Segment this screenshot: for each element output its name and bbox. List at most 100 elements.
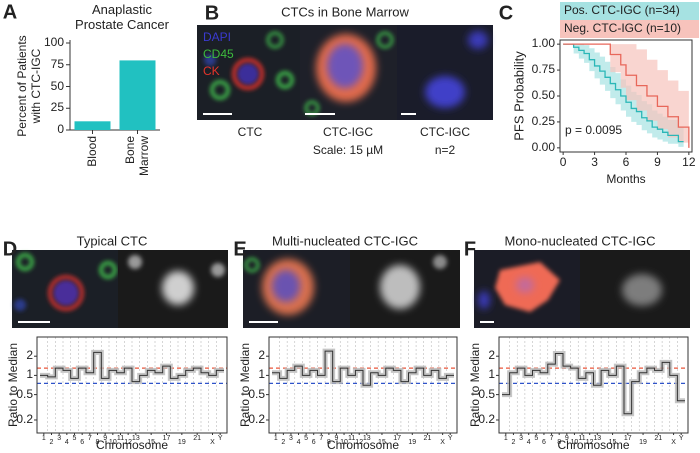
plot-frame [36,336,228,434]
x-tick-label: 1 [41,434,46,442]
image-caption: Scale: 15 µM [312,143,384,158]
x-tick-label: 3 [519,434,524,442]
y-tick-label: 0.50 [531,88,555,103]
y-tick-label: 0.5 [478,386,495,401]
y-axis-label: Ratio to Median [468,342,483,428]
x-tick-label: 9 [103,434,108,442]
x-tick-label: 8 [95,438,100,446]
x-tick-label: 5 [304,434,309,442]
x-tick-label: 17 [623,434,632,442]
image-caption: n=2 [434,143,456,158]
x-axis-label: Months [606,172,646,187]
y-tick-label: 0.00 [531,139,555,154]
x-tick-label: 5 [72,434,77,442]
x-tick-label: Y [447,434,453,442]
legend-swatch [560,2,699,20]
copy-number-line [502,353,685,415]
x-tick-label: 10 [108,438,117,446]
y-axis-label: Ratio to Median [238,342,253,428]
x-tick-label: 13 [593,434,602,442]
x-tick-label: 17 [162,434,171,442]
stain-label: CD45 [203,47,234,62]
bar [74,121,111,130]
x-tick-label: 9 [334,434,339,442]
y-axis-label: Ratio to Median [6,342,21,428]
x-tick-label: 12 [585,438,594,446]
x-tick-label: 19 [639,438,647,446]
plot-frame [498,336,689,434]
x-tick-label: 11 [347,434,356,442]
y-tick-label: 0.2 [478,412,495,427]
panel-letter: F [463,238,477,261]
x-tick-label: 10 [570,438,579,446]
panel-title: Multi-nucleated CTC-IGC [272,233,418,249]
x-tick-label: 21 [654,434,663,442]
panel-title: Typical CTC [76,233,148,249]
y-tick-label: 100 [43,35,64,50]
x-tick-label: 12 [682,155,696,170]
y-tick-label: 1 [258,367,265,382]
x-axis-label: Chromosome [95,438,169,453]
x-tick-label: 6 [311,438,316,446]
panel-title: CTCs in Bone Marrow [281,4,409,20]
x-tick-label: X [671,438,676,446]
y-tick-label: 0.2 [16,412,33,427]
x-tick-label: 11 [116,434,125,442]
x-tick-label: 21 [423,434,432,442]
x-tick-label: 6 [541,438,546,446]
x-tick-label: 19 [408,438,417,446]
stain-label: CK [203,64,220,79]
x-tick-label: 4 [64,438,69,446]
x-tick-label: 1 [273,434,278,442]
micrograph-mono [474,250,690,328]
x-tick-label: 12 [124,438,133,446]
x-tick-label: 8 [557,438,562,446]
y-tick-label: 50 [50,78,64,93]
x-tick-label: 15 [608,438,617,446]
p-value: p = 0.0095 [565,123,623,138]
x-tick-label: 3 [57,434,62,442]
panel-letter: A [2,1,18,24]
x-tick-label: 4 [296,438,301,446]
chart-title: Anaplastic Prostate Cancer [75,2,169,32]
y-tick-label: 2 [488,348,495,363]
x-tick-label: X [440,438,445,446]
panel-title: Mono-nucleated CTC-IGC [504,233,656,249]
y-tick-label: 0.25 [531,114,555,129]
y-tick-label: 0 [57,122,64,137]
x-tick-label: 7 [319,434,324,442]
micrograph-typical [12,250,228,328]
survival-line [563,43,690,148]
micrograph-ctc-igc-2 [397,25,493,120]
x-tick-label: 10 [340,438,348,446]
x-tick-label: 2 [281,438,286,446]
stain-label: DAPI [203,30,232,45]
plot-frame [268,336,458,434]
x-tick-label: 15 [378,438,386,446]
y-tick-label: 1 [26,367,33,382]
x-tick-label: 2 [511,438,516,446]
x-tick-label: 12 [355,438,364,446]
y-tick-label: 25 [50,100,64,115]
x-tick-label: 7 [87,434,92,442]
x-axis-label: Chromosome [326,438,400,453]
panel-letter: C [498,2,514,25]
x-tick-label: 13 [362,434,371,442]
x-tick-label: 6 [622,155,630,170]
x-tick-label: 8 [326,438,331,446]
x-tick-label: 0 [559,155,567,170]
y-tick-label: 1 [488,367,495,382]
x-tick-label: 21 [193,434,202,442]
x-tick-label: Y [217,434,223,442]
y-tick-label: 2 [26,348,33,363]
x-tick-label: 15 [147,438,156,446]
legend-label: Pos. CTC-IGC (n=34) [564,3,680,18]
y-tick-label: 0.75 [531,62,555,77]
x-tick-label: 2 [49,438,54,446]
image-caption: CTC-IGC [323,125,373,140]
image-caption: CTC [237,125,263,140]
image-caption: CTC-IGC [420,125,470,140]
micrograph-ctc-igc [300,25,397,120]
